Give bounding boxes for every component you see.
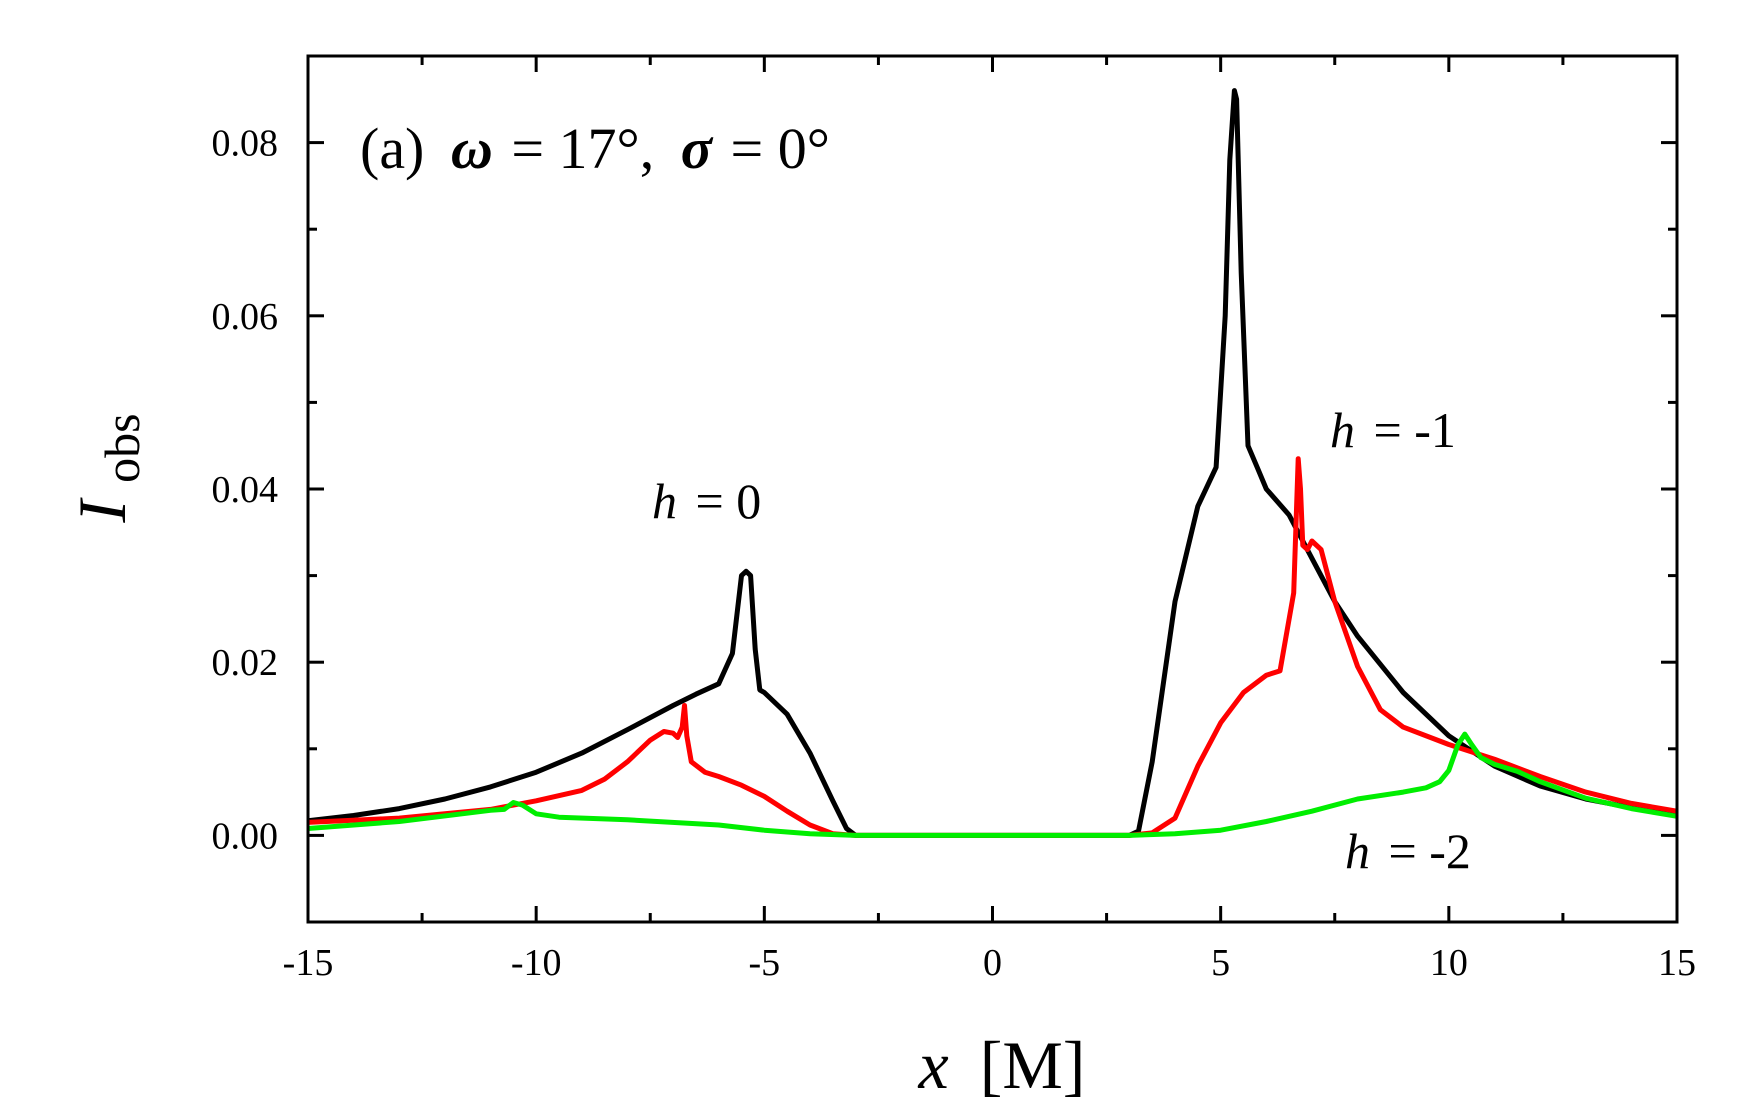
tick-labels-layer: -15 -10 -5 0 5 10 15 0.00 0.02 0.04 0.06 0.08	[212, 123, 1697, 984]
omega-value: = 17°,	[511, 116, 654, 181]
plot-frame	[306, 54, 1679, 924]
series-label-h-1: h = -1	[1330, 402, 1456, 458]
series-label-h0-value: = 0	[696, 473, 762, 529]
y-axis-title: I obs	[64, 413, 150, 523]
ticks-layer	[306, 54, 1679, 924]
series-label-h0-var: h	[652, 473, 677, 529]
y-tick-label: 0.00	[212, 815, 279, 857]
x-axis-var: x	[918, 1027, 949, 1103]
panel-label: (a)	[360, 116, 424, 181]
sigma-symbol: σ	[681, 116, 714, 181]
series-label-h-2-value: = -2	[1389, 823, 1471, 879]
y-tick-label: 0.06	[212, 296, 279, 338]
sigma-value: = 0°	[731, 116, 830, 181]
series-label-h-1-var: h	[1330, 402, 1355, 458]
y-axis-var: I	[64, 497, 140, 524]
x-tick-label: 10	[1430, 942, 1468, 984]
x-tick-label: -5	[749, 942, 781, 984]
panel-annotation: (a) ω = 17°, σ = 0°	[360, 116, 830, 181]
x-tick-label: -15	[283, 942, 334, 984]
x-tick-label: 0	[983, 942, 1002, 984]
series-label-h-2: h = -2	[1345, 823, 1471, 879]
x-tick-label: 15	[1658, 942, 1696, 984]
series-label-h-1-value: = -1	[1374, 402, 1456, 458]
x-tick-label: 5	[1211, 942, 1230, 984]
x-axis-title: x [M]	[918, 1027, 1086, 1103]
y-tick-label: 0.02	[212, 642, 279, 684]
x-axis-unit: [M]	[980, 1027, 1086, 1103]
series-label-h0: h = 0	[652, 473, 761, 529]
y-tick-label: 0.04	[212, 469, 279, 511]
x-tick-label: -10	[511, 942, 562, 984]
series-line-2	[307, 731, 1678, 838]
y-axis-sub: obs	[94, 413, 150, 482]
series-line-0	[307, 88, 1678, 838]
y-tick-label: 0.08	[212, 123, 279, 165]
series-label-h-2-var: h	[1345, 823, 1370, 879]
omega-symbol: ω	[451, 116, 493, 181]
series-layer	[307, 88, 1678, 838]
